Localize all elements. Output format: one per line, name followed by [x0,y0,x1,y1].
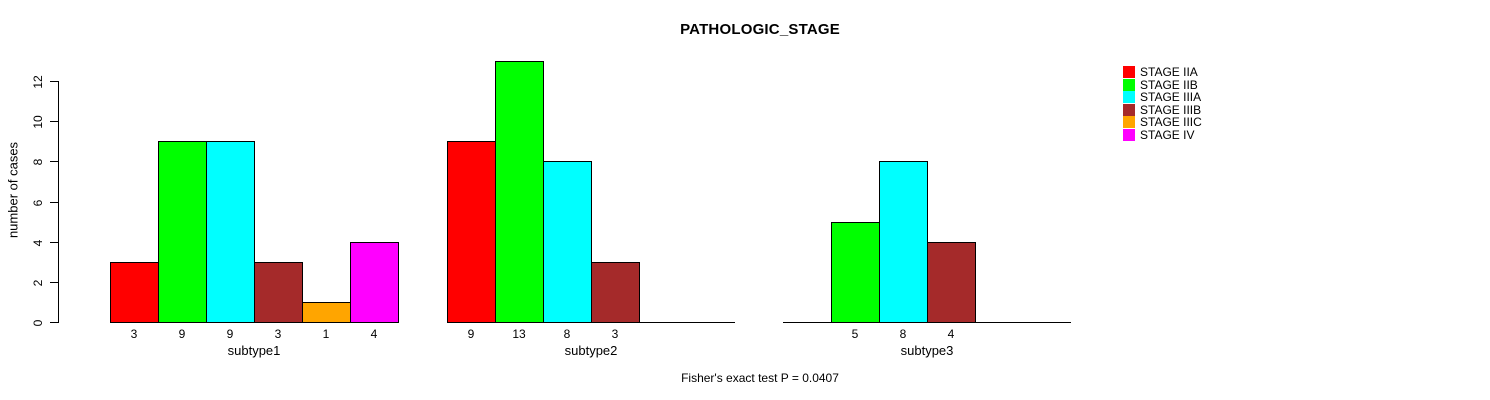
bar-value-label: 4 [370,327,378,341]
bar-value-label: 3 [274,327,282,341]
legend-row: STAGE IIIA [1123,90,1202,105]
bar-value-label: 1 [322,327,330,341]
bar [879,161,928,323]
y-tick [50,242,58,243]
chart-title: PATHOLOGIC_STAGE [680,21,840,38]
legend-row: STAGE IIA [1123,66,1202,78]
bar-value-label: 5 [851,327,859,341]
legend-swatch [1123,128,1135,141]
bar [831,222,880,323]
legend: STAGE IIA STAGE IIB STAGE IIIA STAGE IIIB ST… [1123,66,1202,142]
legend-row: STAGE IIIC [1123,115,1202,130]
bar [495,61,544,323]
footnote: Fisher's exact test P = 0.0407 [681,371,839,385]
y-tick [50,121,58,122]
legend-swatch [1123,78,1135,91]
legend-swatch [1123,116,1135,129]
legend-swatch [1123,66,1135,78]
legend-row: STAGE IIIB [1123,102,1202,117]
legend-label: STAGE IIB [1140,77,1198,92]
y-tick-label: 2 [31,279,45,286]
group-label: subtype1 [227,343,281,358]
bar [543,161,592,323]
y-axis-line [58,81,59,323]
bar [254,262,303,323]
bar-value-label: 9 [467,327,475,341]
legend-row: STAGE IIB [1123,77,1202,92]
bar [447,141,496,323]
legend-swatch [1123,103,1135,116]
legend-row: STAGE IV [1123,127,1202,142]
legend-label: STAGE IIIC [1140,115,1202,130]
y-tick-label: 10 [31,114,45,129]
bar-value-label: 9 [226,327,234,341]
bar-value-label: 3 [130,327,138,341]
group-label: subtype2 [564,343,618,358]
y-tick-label: 0 [31,319,45,326]
bar [206,141,255,323]
y-tick-label: 6 [31,199,45,206]
y-tick [50,81,58,82]
legend-label: STAGE IIA [1140,65,1198,79]
y-tick-label: 4 [31,239,45,246]
y-tick [50,202,58,203]
y-tick-label: 12 [31,74,45,89]
legend-label: STAGE IV [1140,127,1195,142]
legend-label: STAGE IIIA [1140,90,1202,105]
y-tick [50,322,58,323]
bar [927,242,976,323]
bar-value-label: 8 [563,327,571,341]
bar-value-label: 3 [611,327,619,341]
bar [591,262,640,323]
bar-value-label: 13 [512,327,526,341]
bar [110,262,159,323]
legend-swatch [1123,91,1135,104]
bar [158,141,207,323]
bar [350,242,399,323]
bar-value-label: 8 [899,327,907,341]
bar-value-label: 9 [178,327,186,341]
y-tick [50,161,58,162]
y-axis-label: number of cases [5,141,21,239]
y-tick [50,282,58,283]
group-label: subtype3 [900,343,954,358]
bar [302,302,351,323]
y-tick-label: 8 [31,158,45,165]
bar-value-label: 4 [947,327,955,341]
legend-label: STAGE IIIB [1140,102,1202,117]
